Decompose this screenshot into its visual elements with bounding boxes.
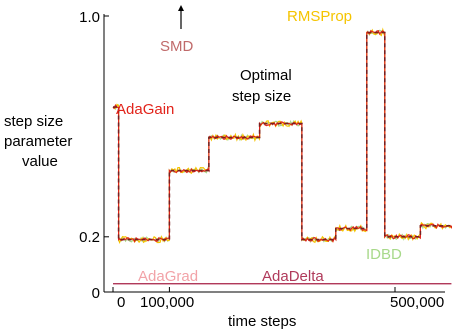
x-tick-label-1: 0	[117, 294, 125, 311]
series-line-idbd	[112, 29, 452, 244]
y-axis-label-line-3: value	[22, 153, 58, 170]
label-adagain: AdaGain	[116, 101, 174, 118]
y-tick-label-1: 1.0	[79, 9, 100, 26]
y-axis-label-line-1: step size	[4, 113, 63, 130]
y-tick-label-2: 0.2	[79, 229, 100, 246]
x-tick-label-2: 100,000	[140, 294, 194, 311]
label-adadelta: AdaDelta	[262, 268, 324, 285]
x-axis-label: time steps	[228, 313, 296, 330]
y-axis-label-line-2: parameter	[4, 133, 72, 150]
label-step-size: step size	[232, 88, 291, 105]
label-adagrad: AdaGrad	[138, 268, 198, 285]
series-line-optimal-step-size	[113, 31, 452, 241]
smd-arrow	[178, 5, 184, 29]
label-idbd: IDBD	[366, 246, 402, 263]
label-rmsprop: RMSProp	[287, 8, 352, 25]
x-tick-label-3: 500,000	[390, 294, 444, 311]
series-traces	[112, 27, 452, 285]
label-optimal: Optimal	[240, 67, 292, 84]
series-line-adagain	[112, 29, 452, 243]
y-tick-label-3: 0	[92, 285, 100, 302]
label-smd: SMD	[160, 38, 194, 55]
tick-marks	[104, 15, 396, 293]
series-line-rmsprop	[112, 27, 452, 245]
